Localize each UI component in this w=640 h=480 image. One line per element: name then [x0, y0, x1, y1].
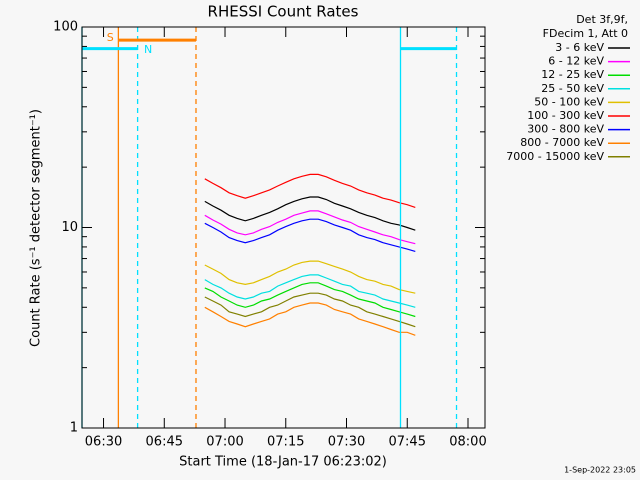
data-line — [204, 282, 416, 318]
chart-title: RHESSI Count Rates — [208, 3, 359, 21]
x-tick-label: 08:00 — [449, 435, 486, 450]
data-line — [204, 210, 416, 245]
data-line — [204, 218, 416, 252]
legend-header: Det 3f,9f, — [576, 13, 628, 26]
data-line — [204, 196, 416, 231]
legend-label: 25 - 50 keV — [541, 82, 604, 95]
y-tick-label: 10 — [61, 220, 78, 235]
legend-label: 800 - 7000 keV — [520, 136, 604, 149]
y-tick-label: 100 — [53, 20, 78, 35]
x-tick-label: 07:30 — [328, 435, 365, 450]
data-line — [204, 302, 416, 336]
legend-label: 6 - 12 keV — [548, 55, 604, 68]
legend-label: 100 - 300 keV — [527, 109, 604, 122]
y-tick-label: 1 — [70, 421, 78, 436]
flag-label: N — [144, 43, 152, 56]
legend-label: 12 - 25 keV — [541, 68, 604, 81]
legend-header: FDecim 1, Att 0 — [543, 27, 628, 40]
x-tick-label: 07:00 — [206, 435, 243, 450]
data-line — [204, 173, 416, 208]
data-line — [204, 274, 416, 308]
legend-label: 50 - 100 keV — [534, 95, 604, 108]
x-tick-label: 07:15 — [267, 435, 304, 450]
x-tick-label: 07:45 — [389, 435, 426, 450]
legend-label: 300 - 800 keV — [527, 123, 604, 136]
x-tick-label: 06:45 — [146, 435, 183, 450]
legend-label: 7000 - 15000 keV — [506, 150, 604, 163]
x-tick-label: 06:30 — [85, 435, 122, 450]
legend-label: 3 - 6 keV — [555, 41, 604, 54]
data-line — [204, 260, 416, 294]
x-axis-title: Start Time (18-Jan-17 06:23:02) — [179, 455, 387, 470]
footer: 1-Sep-2022 23:05 — [564, 466, 636, 475]
flag-label: S — [107, 31, 114, 44]
y-axis-title: Count Rate (s⁻¹ detector segment⁻¹) — [29, 109, 44, 347]
data-line — [204, 292, 416, 328]
